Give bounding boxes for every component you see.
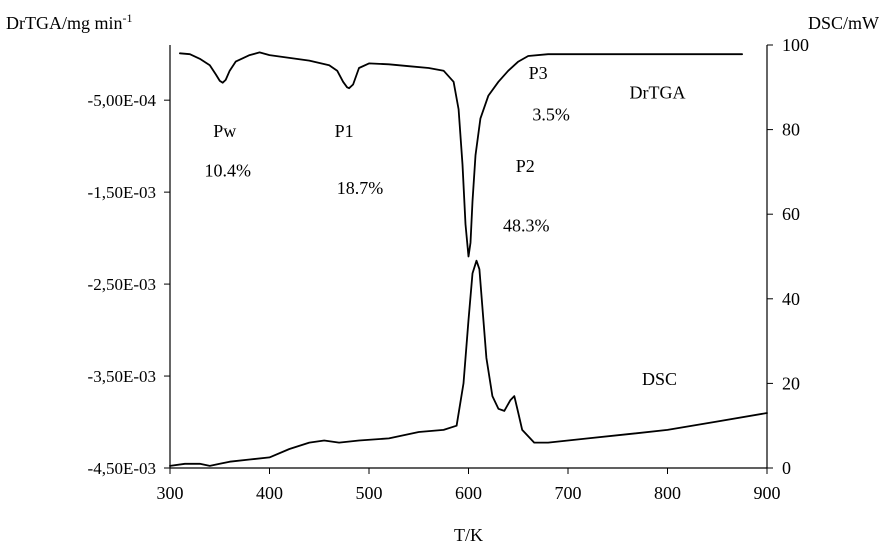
- x-tick-label: 600: [455, 483, 482, 503]
- annotation-label: DrTGA: [630, 82, 686, 102]
- y-right-tick-label: 40: [782, 289, 800, 309]
- y-left-axis-label-main: DrTGA/mg min: [6, 13, 123, 33]
- series-line-dsc: [169, 259, 768, 467]
- axis-labels-layer: T/K DrTGA/mg min-1 DSC/mW: [6, 11, 879, 545]
- series-layer: [169, 51, 768, 467]
- y-right-tick-label: 20: [782, 373, 800, 393]
- annotation-label: P1: [335, 121, 354, 141]
- x-tick-label: 700: [555, 483, 582, 503]
- annotations-layer: Pw 10.4% P1 18.7% P3 3.5% P2 48.3% DrTGA DSC: [204, 63, 685, 389]
- x-tick-label: 400: [256, 483, 283, 503]
- annotation-label: Pw: [213, 121, 236, 141]
- x-tick-label: 900: [754, 483, 781, 503]
- axis-ticks: 300 400 500 600 700 800 900-5,00E-04-1,50E-03-…: [88, 35, 809, 503]
- y-left-tick-label: -2,50E-03: [88, 275, 156, 294]
- annotation-label: P2: [516, 156, 535, 176]
- y-left-tick-label: -1,50E-03: [88, 183, 156, 202]
- series-line-drtga: [178, 51, 743, 258]
- annotation-label: 18.7%: [337, 178, 384, 198]
- y-right-tick-label: 100: [782, 35, 809, 55]
- y-left-tick-label: -3,50E-03: [88, 367, 156, 386]
- annotation-label: 10.4%: [204, 160, 251, 180]
- x-tick-label: 800: [654, 483, 681, 503]
- y-right-axis-label: DSC/mW: [808, 13, 879, 33]
- annotation-label: 48.3%: [503, 216, 550, 236]
- annotation-label: DSC: [642, 369, 677, 389]
- y-right-tick-label: 0: [782, 458, 791, 478]
- y-left-axis-label-superscript: -1: [123, 11, 133, 25]
- annotation-label: P3: [529, 63, 548, 83]
- y-left-tick-label: -5,00E-04: [88, 91, 157, 110]
- x-axis-label: T/K: [454, 525, 483, 545]
- y-left-axis-label: DrTGA/mg min-1: [6, 11, 133, 33]
- annotation-label: 3.5%: [532, 104, 570, 124]
- x-tick-label: 300: [157, 483, 184, 503]
- y-left-tick-label: -4,50E-03: [88, 459, 156, 478]
- y-right-tick-label: 60: [782, 204, 800, 224]
- x-tick-label: 500: [356, 483, 383, 503]
- y-right-tick-label: 80: [782, 120, 800, 140]
